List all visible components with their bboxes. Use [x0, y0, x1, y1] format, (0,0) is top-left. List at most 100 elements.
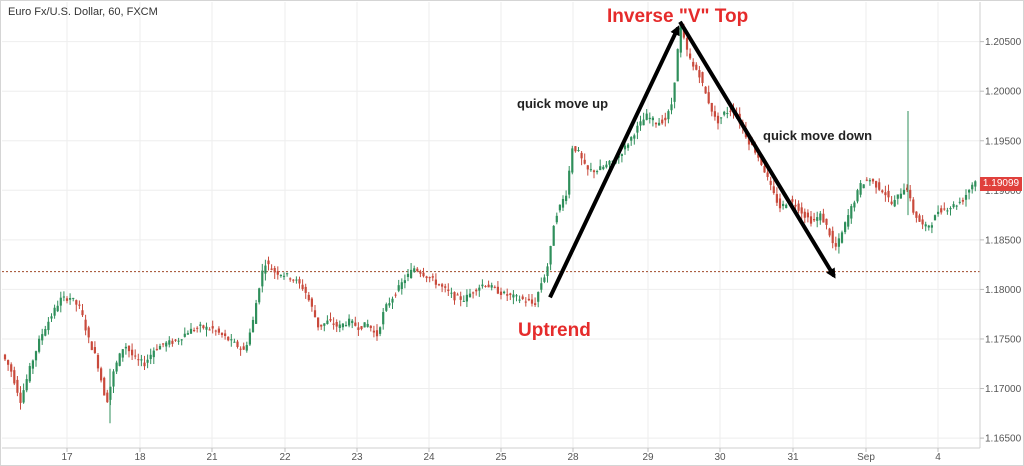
candle-body	[627, 144, 630, 148]
candle-body	[909, 189, 912, 199]
candle-body	[143, 362, 146, 367]
candle-body	[701, 72, 704, 83]
candle-body	[782, 203, 785, 207]
candle-body	[636, 125, 639, 133]
y-tick-label: 1.20500	[985, 37, 1022, 48]
candle-body	[202, 325, 205, 329]
candle-body	[893, 199, 896, 207]
candle-body	[366, 323, 369, 327]
candle-body	[800, 207, 803, 214]
candle-body	[809, 216, 813, 224]
y-tick-label: 1.16500	[985, 434, 1022, 445]
candle-body	[487, 284, 490, 288]
time-axis: 17 18 21 22 23 24 25 28 29 30 31 Sep 4	[61, 448, 941, 463]
candle-body	[692, 61, 695, 67]
candle-body	[298, 279, 301, 284]
candle-body	[955, 205, 958, 207]
candle-body	[729, 110, 732, 112]
x-tick-label: 25	[495, 452, 507, 463]
candle-body	[496, 286, 499, 294]
x-tick-label: 22	[279, 452, 291, 463]
down-arrow	[678, 20, 836, 279]
candle-body	[3, 354, 7, 360]
candle-body	[19, 392, 22, 403]
candle-body	[320, 324, 323, 327]
candle-body	[434, 279, 437, 285]
candle-body	[558, 204, 561, 211]
candle-body	[974, 181, 977, 187]
candle-body	[561, 198, 565, 208]
candle-body	[630, 137, 633, 141]
candle-body	[34, 351, 38, 361]
candle-body	[168, 340, 171, 345]
candle-body	[906, 187, 909, 191]
candle-body	[633, 135, 636, 139]
candle-body	[220, 332, 224, 335]
candle-body	[853, 202, 856, 208]
last-price-badge: 1.19099	[980, 177, 1022, 191]
candle-body	[887, 190, 890, 198]
candle-body	[769, 180, 772, 185]
candle-body	[599, 166, 602, 171]
candle-body	[875, 181, 878, 188]
candle-body	[7, 360, 10, 365]
candle-body	[837, 238, 840, 247]
candle-body	[214, 330, 217, 332]
candle-body	[379, 327, 382, 334]
candle-body	[949, 208, 952, 210]
candle-body	[785, 204, 788, 209]
candle-body	[571, 148, 574, 173]
candle-body	[162, 343, 165, 345]
candle-body	[227, 336, 230, 341]
candle-body	[118, 353, 121, 366]
candle-body	[468, 293, 472, 298]
candle-body	[93, 347, 96, 353]
candle-body	[437, 284, 441, 286]
candle-body	[577, 150, 580, 152]
candle-body	[22, 390, 25, 403]
x-tick-label: 17	[61, 452, 73, 463]
candle-body	[499, 291, 503, 295]
candle-body	[757, 153, 760, 158]
candle-body	[682, 28, 685, 38]
candle-body	[422, 272, 425, 277]
candle-body	[961, 200, 964, 202]
candle-body	[673, 82, 676, 102]
candle-body	[778, 198, 782, 209]
candle-body	[707, 92, 710, 104]
candle-body	[28, 366, 31, 382]
candle-body	[444, 286, 447, 288]
x-tick-label: 29	[642, 452, 654, 463]
candle-body	[456, 294, 459, 296]
candle-body	[75, 300, 78, 305]
candle-body	[410, 269, 413, 279]
candle-body	[62, 296, 65, 298]
candle-body	[518, 299, 521, 301]
x-tick-label: 30	[714, 452, 726, 463]
candle-body	[416, 268, 419, 272]
candle-body	[685, 38, 689, 50]
candle-body	[372, 330, 375, 333]
candle-body	[868, 180, 871, 182]
candle-body	[87, 327, 90, 338]
uptrend-label: Uptrend	[518, 320, 591, 341]
candle-body	[267, 260, 270, 265]
candle-body	[822, 213, 825, 223]
y-tick-label: 1.20000	[985, 87, 1022, 98]
candle-body	[307, 294, 310, 301]
candle-body	[537, 292, 540, 302]
candle-body	[521, 296, 524, 300]
candle-body	[543, 277, 546, 282]
candle-body	[524, 301, 527, 303]
candle-body	[763, 165, 766, 173]
candle-body	[546, 266, 549, 277]
candle-body	[310, 298, 313, 307]
candle-body	[332, 323, 335, 325]
candle-body	[881, 190, 884, 193]
candle-body	[360, 326, 363, 330]
chart-title: Euro Fx/U.S. Dollar, 60, FXCM	[8, 6, 158, 18]
candle-body	[475, 289, 478, 292]
candle-body	[816, 217, 819, 221]
candle-body	[406, 273, 410, 277]
